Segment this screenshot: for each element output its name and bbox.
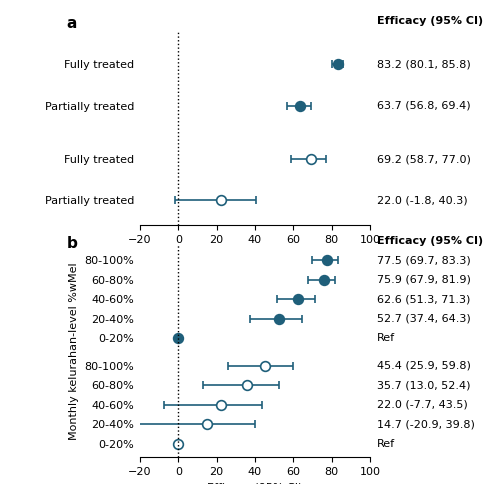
Text: a: a xyxy=(66,16,77,31)
Text: 69.2 (58.7, 77.0): 69.2 (58.7, 77.0) xyxy=(377,154,471,164)
Text: 63.7 (56.8, 69.4): 63.7 (56.8, 69.4) xyxy=(377,101,470,111)
Y-axis label: Monthly kelurahan-level %wMel: Monthly kelurahan-level %wMel xyxy=(69,262,79,439)
X-axis label: Efficacy (95% CI): Efficacy (95% CI) xyxy=(208,483,302,484)
Text: 77.5 (69.7, 83.3): 77.5 (69.7, 83.3) xyxy=(377,255,470,265)
Text: 83.2 (80.1, 85.8): 83.2 (80.1, 85.8) xyxy=(377,60,470,69)
Text: 75.9 (67.9, 81.9): 75.9 (67.9, 81.9) xyxy=(377,274,471,285)
Text: Efficacy (95% CI): Efficacy (95% CI) xyxy=(377,16,483,26)
Text: 22.0 (-7.7, 43.5): 22.0 (-7.7, 43.5) xyxy=(377,400,468,409)
Text: Ref: Ref xyxy=(377,439,395,449)
Text: 14.7 (-20.9, 39.8): 14.7 (-20.9, 39.8) xyxy=(377,419,475,429)
Text: 52.7 (37.4, 64.3): 52.7 (37.4, 64.3) xyxy=(377,314,470,324)
Text: 62.6 (51.3, 71.3): 62.6 (51.3, 71.3) xyxy=(377,294,470,304)
Text: 22.0 (-1.8, 40.3): 22.0 (-1.8, 40.3) xyxy=(377,196,468,205)
X-axis label: Efficacy (95% CI): Efficacy (95% CI) xyxy=(208,250,302,260)
Text: b: b xyxy=(66,236,78,251)
Text: 35.7 (13.0, 52.4): 35.7 (13.0, 52.4) xyxy=(377,380,470,390)
Text: Efficacy (95% CI): Efficacy (95% CI) xyxy=(377,236,483,246)
Text: Ref: Ref xyxy=(377,333,395,343)
Text: 45.4 (25.9, 59.8): 45.4 (25.9, 59.8) xyxy=(377,361,471,371)
